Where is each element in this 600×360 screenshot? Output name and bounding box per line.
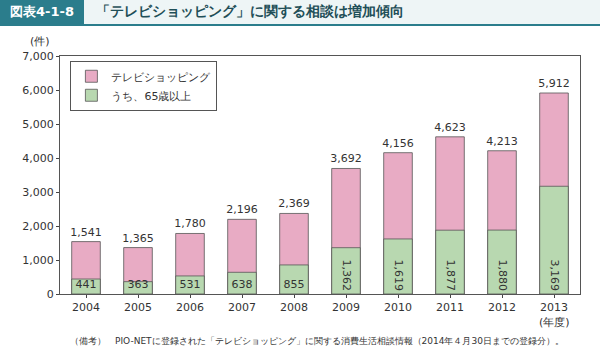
svg-text:1,877: 1,877: [444, 260, 457, 292]
svg-text:(年度): (年度): [539, 316, 570, 329]
svg-text:1,880: 1,880: [496, 260, 509, 292]
svg-text:2011: 2011: [436, 301, 464, 314]
svg-text:2006: 2006: [176, 301, 204, 314]
svg-text:(件): (件): [30, 35, 50, 48]
svg-text:2008: 2008: [280, 301, 308, 314]
svg-text:1,619: 1,619: [392, 260, 405, 292]
svg-text:363: 363: [128, 278, 149, 291]
svg-text:2013: 2013: [540, 301, 568, 314]
svg-text:2010: 2010: [384, 301, 412, 314]
svg-text:5,000: 5,000: [22, 118, 54, 131]
html-text:「テレビショッピング」に関する相談は増加傾向: 「テレビショッピング」に関する相談は増加傾向: [95, 3, 404, 19]
svg-text:1,365: 1,365: [122, 232, 154, 245]
svg-text:3,169: 3,169: [548, 260, 561, 292]
html-text:（備考） PIO-NETに登録された「テレビショッピング」に: （備考） PIO-NETに登録された「テレビショッピング」に関する消費生活相談情…: [70, 336, 564, 346]
svg-text:4,156: 4,156: [382, 137, 414, 150]
svg-text:3,000: 3,000: [22, 186, 54, 199]
svg-text:2,369: 2,369: [278, 197, 310, 210]
svg-text:441: 441: [76, 278, 97, 291]
svg-text:531: 531: [180, 278, 201, 291]
svg-text:2007: 2007: [228, 301, 256, 314]
svg-text:638: 638: [232, 278, 253, 291]
svg-text:2009: 2009: [332, 301, 360, 314]
svg-text:2005: 2005: [124, 301, 152, 314]
svg-text:855: 855: [284, 278, 305, 291]
svg-text:うち、65歳以上: うち、65歳以上: [111, 90, 191, 103]
svg-text:5,912: 5,912: [538, 77, 570, 90]
svg-text:7,000: 7,000: [22, 50, 54, 63]
svg-text:1,541: 1,541: [70, 226, 102, 239]
svg-text:2,000: 2,000: [22, 220, 54, 233]
svg-text:2,196: 2,196: [226, 203, 258, 216]
svg-text:4,623: 4,623: [434, 121, 466, 134]
svg-text:テレビショッピング: テレビショッピング: [111, 71, 211, 84]
svg-text:4,000: 4,000: [22, 152, 54, 165]
html-text:図表4-1-8: 図表4-1-8: [10, 4, 74, 19]
svg-text:4,213: 4,213: [486, 135, 518, 148]
svg-text:3,692: 3,692: [330, 152, 362, 165]
svg-text:1,000: 1,000: [22, 254, 54, 267]
svg-text:1,780: 1,780: [174, 217, 206, 230]
svg-text:1,362: 1,362: [340, 260, 353, 292]
svg-text:2012: 2012: [488, 301, 516, 314]
svg-text:0: 0: [47, 288, 54, 301]
svg-text:2004: 2004: [72, 301, 100, 314]
svg-text:6,000: 6,000: [22, 84, 54, 97]
